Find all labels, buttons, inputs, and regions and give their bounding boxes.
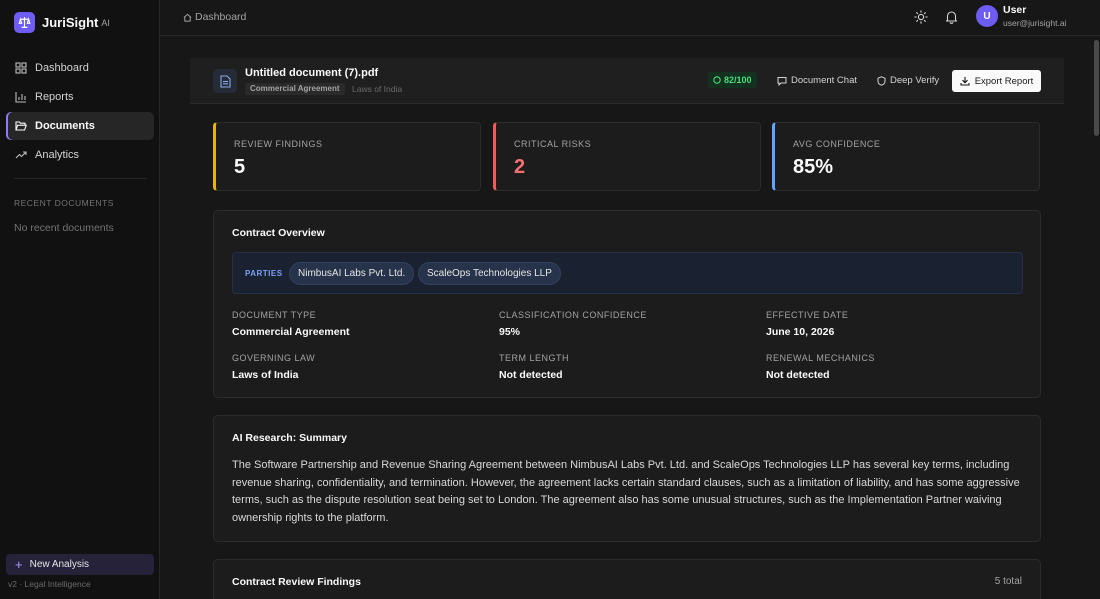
user-email: user@jurisight.ai <box>1003 18 1067 28</box>
stat-label: REVIEW FINDINGS <box>234 139 323 149</box>
recent-documents-empty: No recent documents <box>14 222 114 234</box>
breadcrumb[interactable]: Dashboard <box>183 11 246 23</box>
score-value: 82/100 <box>724 75 752 85</box>
sidebar-item-reports[interactable]: Reports <box>6 83 154 111</box>
breadcrumb-label: Dashboard <box>195 11 247 23</box>
parties-box: PARTIES NimbusAI Labs Pvt. Ltd. ScaleOps… <box>232 252 1023 294</box>
bar-chart-icon <box>15 92 26 103</box>
ai-research-title: AI Research: Summary <box>232 432 347 444</box>
party-chip: ScaleOps Technologies LLP <box>418 262 561 285</box>
document-chat-label: Document Chat <box>791 75 858 86</box>
ai-research-summary-text: The Software Partnership and Revenue Sha… <box>232 459 1020 524</box>
stat-card-review-findings: REVIEW FINDINGS 5 <box>213 122 481 191</box>
stat-value: 5 <box>234 156 246 178</box>
folder-open-icon <box>15 121 27 131</box>
party-chip: NimbusAI Labs Pvt. Ltd. <box>289 262 415 285</box>
contract-overview-title: Contract Overview <box>232 227 325 239</box>
field-value-classification-confidence: 95% <box>499 326 521 338</box>
download-icon <box>960 77 970 86</box>
version-label: v2 · Legal Intelligence <box>8 579 91 589</box>
sidebar-nav: Dashboard Reports Documents Analytics <box>6 54 154 170</box>
contract-overview-panel: Contract Overview PARTIES NimbusAI Labs … <box>213 210 1041 398</box>
document-file-icon <box>213 69 237 93</box>
document-chat-button[interactable]: Document Chat <box>777 75 857 86</box>
score-badge: 82/100 <box>708 72 757 88</box>
field-label-renewal-mechanics: RENEWAL MECHANICS <box>766 353 875 363</box>
sidebar: JuriSight AI Dashboard Reports Documents <box>0 0 160 599</box>
field-label-term-length: TERM LENGTH <box>499 353 570 363</box>
new-analysis-label: New Analysis <box>29 559 90 570</box>
field-value-effective-date: June 10, 2026 <box>766 326 835 338</box>
field-value-renewal-mechanics: Not detected <box>766 369 830 381</box>
topbar: Dashboard U User user@jurisight.ai <box>160 0 1100 36</box>
document-law: Laws of India <box>352 84 403 94</box>
user-name: User <box>1003 4 1027 16</box>
trend-up-icon <box>15 151 27 159</box>
deep-verify-button[interactable]: Deep Verify <box>877 75 939 86</box>
field-label-effective-date: EFFECTIVE DATE <box>766 310 849 320</box>
stat-card-avg-confidence: AVG CONFIDENCE 85% <box>772 122 1040 191</box>
field-label-document-type: DOCUMENT TYPE <box>232 310 317 320</box>
brand-suffix: AI <box>101 17 110 28</box>
recent-documents-heading: RECENT DOCUMENTS <box>14 198 114 208</box>
stat-label: AVG CONFIDENCE <box>793 139 881 149</box>
field-label-governing-law: GOVERNING LAW <box>232 353 316 363</box>
home-icon <box>183 13 192 22</box>
sidebar-item-analytics[interactable]: Analytics <box>6 141 154 169</box>
contract-review-findings-panel: Contract Review Findings 5 total <box>213 559 1041 599</box>
bell-icon[interactable] <box>943 9 959 25</box>
scrollbar-thumb[interactable] <box>1094 40 1099 136</box>
sidebar-divider <box>14 178 147 179</box>
brand-name: JuriSight <box>42 15 99 30</box>
field-label-classification-confidence: CLASSIFICATION CONFIDENCE <box>499 310 647 320</box>
sidebar-item-label: Dashboard <box>35 62 89 74</box>
stat-label: CRITICAL RISKS <box>514 139 592 149</box>
sidebar-item-label: Reports <box>35 91 74 103</box>
plus-icon: + <box>15 557 23 572</box>
page-scrollbar[interactable] <box>1093 36 1100 599</box>
scales-logo-icon <box>14 12 35 33</box>
stat-value: 85% <box>793 156 834 178</box>
export-report-button[interactable]: Export Report <box>952 70 1041 92</box>
field-value-governing-law: Laws of India <box>232 369 299 381</box>
export-report-label: Export Report <box>974 75 1034 87</box>
avatar[interactable]: U <box>976 5 998 27</box>
field-value-term-length: Not detected <box>499 369 563 381</box>
deep-verify-label: Deep Verify <box>890 75 940 86</box>
document-type-tag: Commercial Agreement <box>245 83 345 95</box>
field-value-document-type: Commercial Agreement <box>232 326 350 338</box>
shield-icon <box>877 75 886 86</box>
sidebar-item-label: Analytics <box>35 149 80 161</box>
findings-title: Contract Review Findings <box>232 576 361 588</box>
ai-research-panel: AI Research: Summary The Software Partne… <box>213 415 1041 542</box>
document-title: Untitled document (7).pdf <box>245 67 379 79</box>
grid-icon <box>15 62 27 74</box>
stat-value: 2 <box>514 156 526 178</box>
chat-icon <box>777 76 787 86</box>
new-analysis-button[interactable]: + New Analysis <box>6 554 154 575</box>
sidebar-item-label: Documents <box>35 120 95 132</box>
theme-toggle-sun-icon[interactable] <box>913 9 929 25</box>
document-header: Untitled document (7).pdf Commercial Agr… <box>190 58 1064 104</box>
brand[interactable]: JuriSight AI <box>14 12 110 33</box>
shield-check-icon <box>713 76 721 84</box>
parties-label: PARTIES <box>245 269 283 278</box>
stat-card-critical-risks: CRITICAL RISKS 2 <box>493 122 761 191</box>
sidebar-item-dashboard[interactable]: Dashboard <box>6 54 154 82</box>
findings-count: 5 total <box>994 576 1022 587</box>
sidebar-item-documents[interactable]: Documents <box>6 112 154 140</box>
